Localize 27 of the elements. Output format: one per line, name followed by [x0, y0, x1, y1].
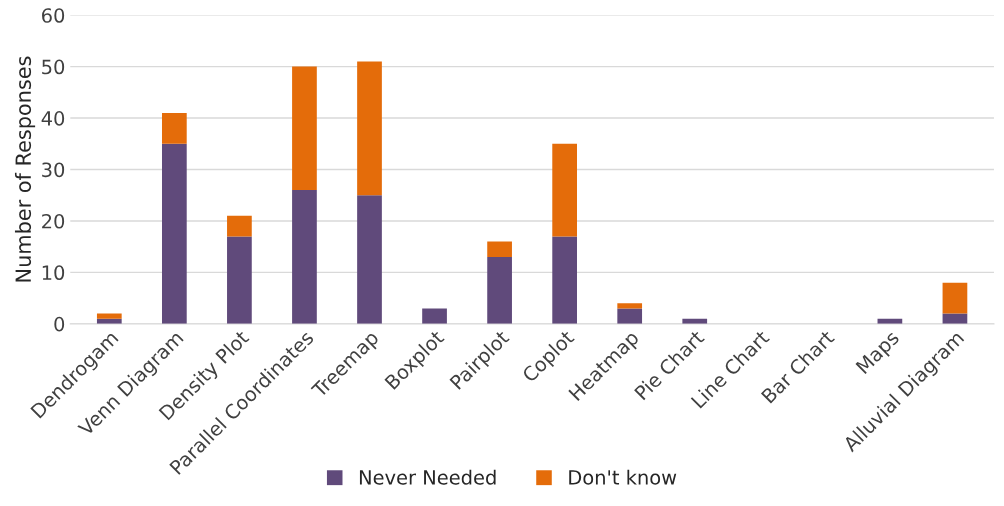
bar [552, 236, 577, 324]
bar [227, 215, 252, 237]
bar [617, 308, 643, 324]
bar [617, 303, 643, 309]
y-tick-label: 20 [42, 213, 65, 229]
y-tick-label: 40 [41, 111, 65, 126]
bar [357, 61, 382, 196]
bar [162, 143, 187, 324]
bar [96, 313, 122, 319]
bar [357, 195, 382, 324]
bar [552, 143, 577, 237]
y-tick-label: 30 [42, 162, 65, 178]
y-tick-label: 60 [42, 8, 65, 23]
bar [227, 236, 252, 324]
y-tick-label: 10 [42, 265, 65, 281]
bar [162, 112, 187, 144]
bar [487, 241, 512, 257]
bar [292, 190, 317, 324]
bar [422, 308, 447, 324]
legend-label: Don't know [569, 469, 677, 485]
bar [942, 282, 968, 314]
bar [487, 256, 512, 324]
y-tick-label: 50 [42, 59, 65, 75]
legend-label: Never Needed [359, 469, 496, 485]
y-axis-title: Number of Responses [14, 56, 36, 282]
bar [292, 66, 317, 191]
y-tick-label: 0 [54, 316, 65, 332]
